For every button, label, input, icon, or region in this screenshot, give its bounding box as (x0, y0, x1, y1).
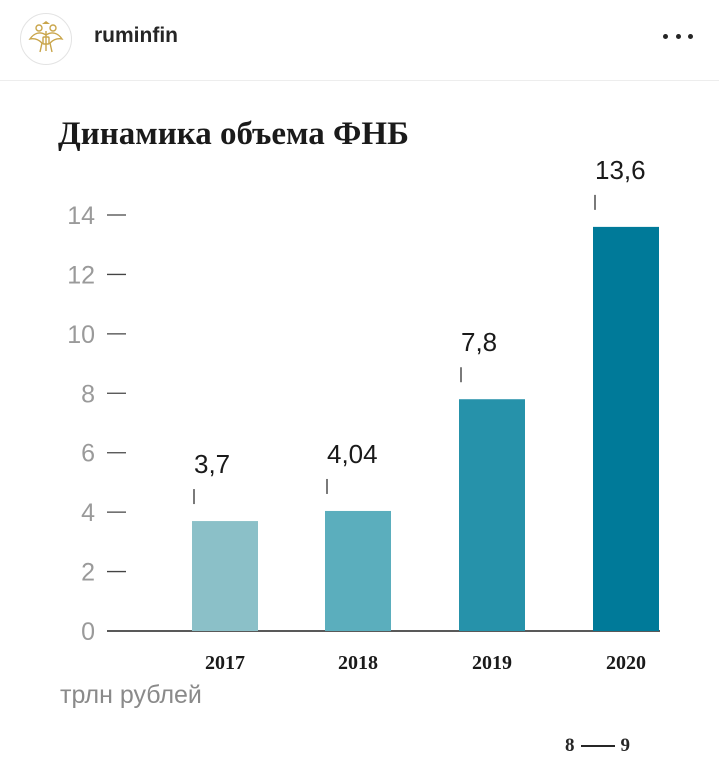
y-tick-label: 4 (81, 499, 95, 527)
x-category-label-2018: 2018 (338, 652, 378, 674)
y-tick-label: 0 (81, 618, 95, 646)
bar-2018 (325, 510, 391, 631)
eagle-emblem-icon (28, 21, 64, 53)
y-axis-unit-label: трлн рублей (60, 681, 202, 709)
x-category-label-2017: 2017 (205, 652, 245, 674)
post-header: ruminfin (0, 0, 719, 81)
chart-title: Динамика объема ФНБ (58, 116, 409, 152)
bar-2019 (459, 399, 525, 631)
value-label-2019: 7,8 (461, 327, 497, 357)
pager-current: 8 (565, 735, 575, 756)
y-tick-label: 12 (67, 261, 95, 289)
x-category-label-2019: 2019 (472, 652, 512, 674)
avatar[interactable] (20, 13, 72, 65)
pager-total: 9 (620, 735, 631, 756)
bar-2017 (192, 521, 258, 631)
x-category-label-2020: 2020 (606, 652, 646, 674)
more-options-icon[interactable] (663, 26, 693, 46)
y-tick-label: 8 (81, 380, 95, 408)
value-label-2018: 4,04 (327, 439, 378, 469)
y-tick-label: 2 (81, 559, 95, 587)
y-tick-label: 6 (81, 440, 95, 468)
pager-divider (580, 745, 615, 747)
y-tick-label: 14 (67, 202, 95, 230)
y-tick-label: 10 (67, 321, 95, 349)
slide-pager: 8 9 (565, 735, 630, 757)
bar-2020 (593, 226, 659, 631)
username[interactable]: ruminfin (94, 24, 178, 47)
value-label-2017: 3,7 (194, 449, 230, 479)
value-label-2020: 13,6 (595, 155, 646, 185)
